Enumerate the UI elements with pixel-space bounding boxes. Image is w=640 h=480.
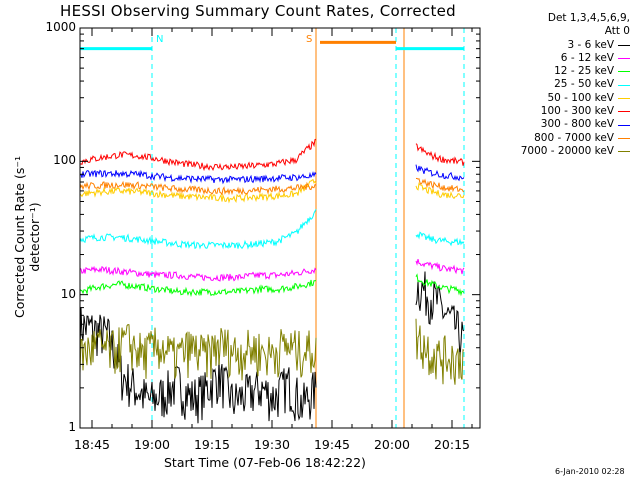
series-1-segment-1 <box>79 265 317 282</box>
legend-item: 100 - 300 keV <box>478 105 630 118</box>
legend-item: 25 - 50 keV <box>478 78 630 91</box>
legend-item: 3 - 6 keV <box>478 39 630 52</box>
series-2-segment-1 <box>79 279 317 298</box>
legend-label: 100 - 300 keV <box>540 105 614 118</box>
legend-header-line1: Det 1,3,4,5,6,9, <box>547 12 630 24</box>
footer-timestamp: 6-Jan-2010 02:28 <box>555 467 625 476</box>
legend-swatch <box>618 111 630 113</box>
legend-swatch <box>618 97 630 99</box>
series-0-segment-2 <box>415 271 465 358</box>
series-8-segment-2 <box>415 318 465 385</box>
axis-ticks <box>80 28 480 429</box>
legend-label: 12 - 25 keV <box>554 65 614 78</box>
legend-label: 3 - 6 keV <box>567 38 614 51</box>
x-tick-label: 20:00 <box>373 437 411 452</box>
series-7-segment-1 <box>79 180 317 196</box>
series-7-segment-2 <box>415 177 465 193</box>
series-6-segment-2 <box>415 164 465 182</box>
legend-item: 800 - 7000 keV <box>478 132 630 145</box>
series-6-segment-1 <box>79 169 317 185</box>
legend-item: 300 - 800 keV <box>478 118 630 131</box>
y-tick-label: 1 <box>68 420 76 434</box>
legend-label: 7000 - 20000 keV <box>520 144 614 157</box>
legend-header-line2: Att 0 <box>604 25 630 38</box>
series-4-segment-2 <box>415 182 465 200</box>
chart-title: HESSI Observing Summary Count Rates, Cor… <box>60 2 456 20</box>
legend-label: 300 - 800 keV <box>540 118 614 131</box>
series-3-segment-1 <box>79 209 317 250</box>
x-tick-label: 20:15 <box>433 437 471 452</box>
legend-item: 12 - 25 keV <box>478 65 630 78</box>
legend-swatch <box>618 44 630 46</box>
x-tick-label: 19:45 <box>313 437 351 452</box>
y-tick-label: 1000 <box>45 20 76 34</box>
legend-item: 6 - 12 keV <box>478 52 630 65</box>
legend-label: 6 - 12 keV <box>560 51 614 64</box>
x-tick-label: 18:45 <box>73 437 111 452</box>
legend-item: 50 - 100 keV <box>478 92 630 105</box>
legend-label: 50 - 100 keV <box>547 91 614 104</box>
legend-swatch <box>618 71 630 73</box>
legend-swatch <box>618 137 630 139</box>
series-5-segment-2 <box>415 143 465 166</box>
legend-label: 25 - 50 keV <box>554 78 614 91</box>
legend: Det 1,3,4,5,6,9, Att 0 3 - 6 keV 6 - 12 k… <box>478 12 630 158</box>
plot-frame <box>79 27 481 429</box>
x-tick-label: 19:00 <box>133 437 171 452</box>
y-tick-label: 100 <box>53 153 76 168</box>
y-tick-label: 10 <box>60 286 76 301</box>
series-1-segment-2 <box>415 258 465 275</box>
legend-swatch <box>618 124 630 126</box>
legend-swatch <box>618 151 630 153</box>
legend-item: 7000 - 20000 keV <box>478 145 630 158</box>
annotation-bars <box>80 40 464 51</box>
legend-swatch <box>618 84 630 86</box>
series-3-segment-2 <box>415 231 465 247</box>
legend-label: 800 - 7000 keV <box>534 131 614 144</box>
series-5-segment-1 <box>79 138 317 172</box>
legend-swatch <box>618 58 630 60</box>
series-4-segment-1 <box>79 178 317 204</box>
vertical-marker-lines <box>79 28 465 428</box>
series-2-segment-2 <box>415 273 465 297</box>
x-tick-label: 19:15 <box>193 437 231 452</box>
x-axis-label: Start Time (07-Feb-06 18:42:22) <box>164 455 366 470</box>
x-tick-label: 19:30 <box>253 437 291 452</box>
annotation-label-n: N <box>156 34 164 45</box>
series-8-segment-1 <box>79 324 317 381</box>
data-series <box>79 138 465 424</box>
annotation-label-s: S <box>306 34 313 45</box>
